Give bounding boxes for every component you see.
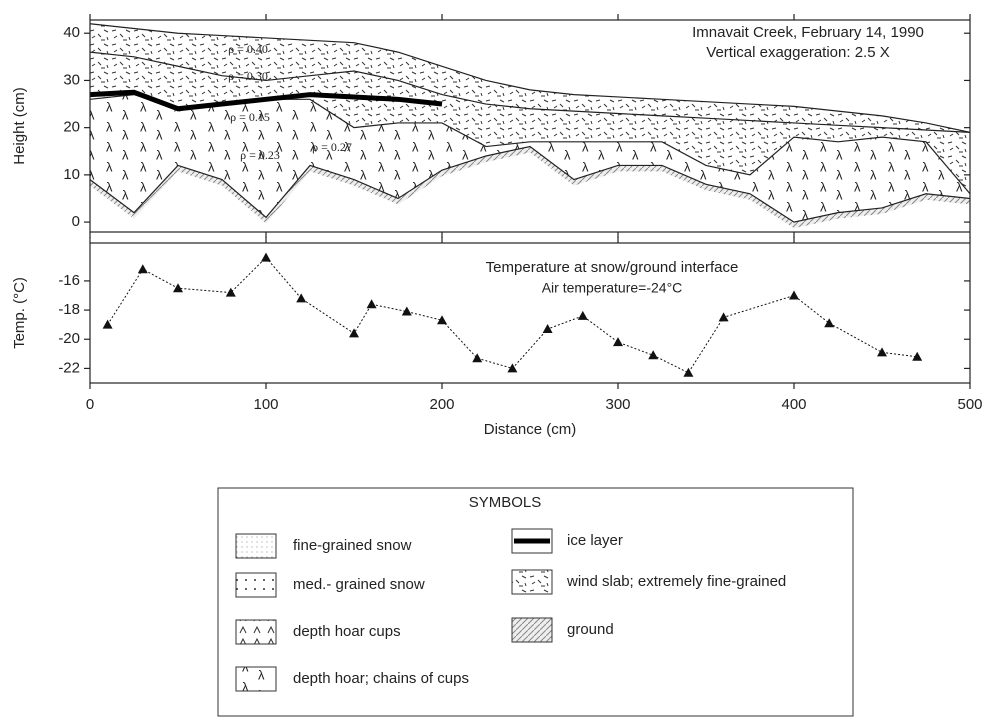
temp-point: [226, 288, 236, 297]
temp-point: [613, 337, 623, 346]
legend-swatch: [512, 618, 552, 642]
temp-point: [648, 350, 658, 359]
legend-swatch: [236, 534, 276, 558]
legend: SYMBOLS fine-grained snow med.- grained s…: [218, 488, 853, 716]
annotation: Vertical exaggeration: 2.5 X: [706, 44, 889, 61]
annotation: ρ = 0.15: [230, 110, 270, 124]
temp-point: [367, 299, 377, 308]
temp-point: [877, 347, 887, 356]
x-tick-label: 300: [605, 396, 630, 413]
temp-point: [683, 368, 693, 377]
y-tick-label: -18: [58, 301, 80, 318]
temp-point: [719, 312, 729, 321]
legend-label: ice layer: [567, 532, 623, 549]
y-tick-label: -20: [58, 330, 80, 347]
temp-point: [789, 291, 799, 300]
x-tick-label: 0: [86, 396, 94, 413]
y-axis-label: Temp. (°C): [11, 277, 28, 349]
legend-swatch: [236, 573, 276, 597]
annotation: Air temperature=-24°C: [542, 280, 683, 296]
temp-point: [261, 253, 271, 262]
temp-point: [578, 311, 588, 320]
legend-label: depth hoar; chains of cups: [293, 670, 469, 687]
temp-point: [173, 283, 183, 292]
y-tick-label: 20: [63, 119, 80, 136]
temp-point: [138, 264, 148, 273]
temp-point: [402, 307, 412, 316]
legend-swatch: [236, 667, 276, 691]
temp-point: [472, 353, 482, 362]
y-tick-label: 40: [63, 24, 80, 41]
temp-point: [349, 328, 359, 337]
x-tick-label: 500: [957, 396, 982, 413]
temp-point: [103, 320, 113, 329]
figure: λλ SYMBOLS fine-grained snowmed.- graine…: [0, 0, 987, 718]
annotation: Temperature at snow/ground interface: [486, 259, 739, 276]
temp-point: [912, 352, 922, 361]
x-tick-label: 400: [781, 396, 806, 413]
y-axis-label: Height (cm): [11, 87, 28, 165]
legend-label: med.- grained snow: [293, 576, 425, 593]
x-tick-label: 200: [429, 396, 454, 413]
annotation: ρ = 0.40: [228, 42, 268, 56]
y-tick-label: 30: [63, 71, 80, 88]
y-tick-label: -16: [58, 272, 80, 289]
y-tick-label: 10: [63, 166, 80, 183]
temp-point: [824, 318, 834, 327]
temp-point: [543, 324, 553, 333]
y-tick-label: 0: [72, 213, 80, 230]
legend-swatch: [512, 570, 552, 594]
annotation: ρ = 0.30: [228, 69, 268, 83]
legend-label: ground: [567, 621, 614, 638]
annotation: ρ = 0.27: [312, 140, 352, 154]
legend-swatch: [236, 620, 276, 644]
x-axis-label: Distance (cm): [484, 421, 577, 438]
annotation: Imnavait Creek, February 14, 1990: [692, 24, 924, 41]
x-tick-label: 100: [253, 396, 278, 413]
legend-title: SYMBOLS: [469, 494, 542, 511]
y-tick-label: -22: [58, 359, 80, 376]
annotation: ρ = 0.23: [240, 148, 280, 162]
legend-label: wind slab; extremely fine-grained: [566, 573, 786, 590]
legend-label: depth hoar cups: [293, 623, 401, 640]
legend-label: fine-grained snow: [293, 537, 412, 554]
